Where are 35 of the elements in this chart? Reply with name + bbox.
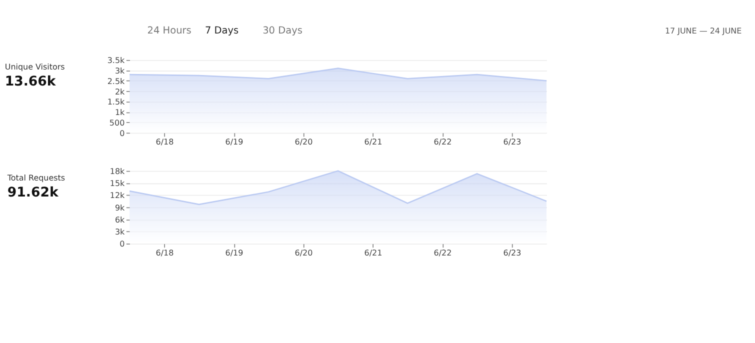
y-tick-label: 3.5k [107,56,126,66]
y-tick-label: 3k [114,66,126,76]
y-tick-label: 0 [120,128,125,138]
text: Unique Visitors [4,62,65,72]
x-tick-label: 6/22 [434,248,452,258]
y-tick-label: 0 [120,240,125,249]
x-tick-label: 6/20 [294,248,313,258]
x-tick-label: 6/19 [225,248,244,258]
y-tick-label: 1k [114,108,126,118]
y-tick-label: 3k [114,228,126,237]
y-tick-label: 18k [110,166,126,176]
y-tick-label: 1.5k [107,98,126,107]
text: 24 Hours [147,25,192,36]
x-tick-label: 6/23 [503,248,522,258]
text: 17 JUNE — 24 JUNE [664,26,742,36]
y-tick-label: 2k [114,87,126,96]
text: 7 Days [204,25,239,36]
y-tick-label: 9k [114,203,126,212]
y-tick-label: 2.5k [107,76,126,86]
x-tick-label: 6/22 [434,138,452,147]
x-tick-label: 6/21 [364,248,382,258]
x-tick-label: 6/18 [156,248,174,258]
x-tick-label: 6/18 [156,138,174,147]
y-tick-label: 12k [110,191,126,200]
x-tick-label: 6/20 [294,138,313,147]
y-tick-label: 15k [110,179,126,188]
x-tick-label: 6/19 [225,138,244,147]
text: Total Requests [6,174,66,183]
x-tick-label: 6/23 [503,138,522,147]
text: 91.62k [7,186,60,201]
y-tick-label: 500 [109,118,125,128]
text: 13.66k [4,74,57,90]
text: 30 Days [262,25,302,36]
x-tick-label: 6/21 [364,138,382,147]
y-tick-label: 6k [114,215,126,224]
